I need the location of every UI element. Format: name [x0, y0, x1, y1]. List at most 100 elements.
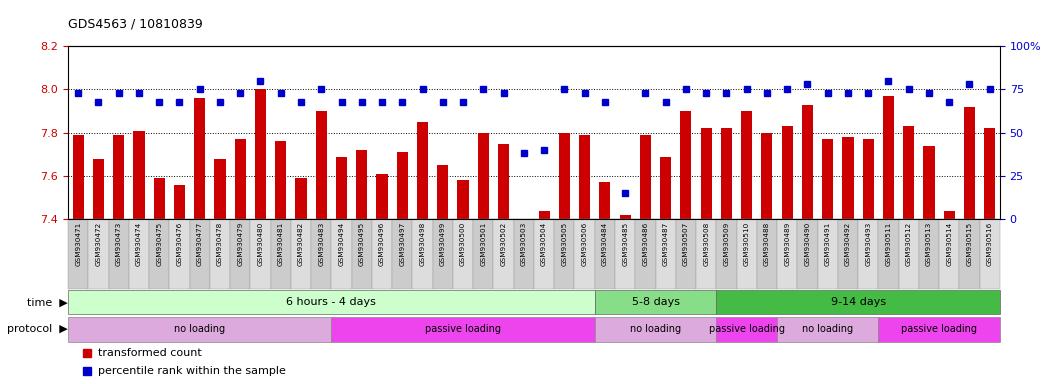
Bar — [113, 135, 125, 219]
Text: GSM930492: GSM930492 — [845, 222, 851, 266]
Text: GSM930510: GSM930510 — [743, 222, 750, 266]
Bar — [620, 215, 630, 219]
Text: passive loading: passive loading — [901, 324, 977, 334]
Bar — [919, 219, 939, 289]
Text: passive loading: passive loading — [709, 324, 784, 334]
Bar — [93, 159, 104, 219]
Bar — [190, 219, 209, 289]
Bar — [68, 317, 332, 342]
Bar — [230, 219, 250, 289]
Text: time  ▶: time ▶ — [27, 297, 68, 307]
Bar — [68, 290, 595, 314]
Bar — [818, 219, 838, 289]
Text: GSM930507: GSM930507 — [683, 222, 689, 266]
Text: GSM930491: GSM930491 — [825, 222, 830, 266]
Bar — [109, 219, 129, 289]
Text: GSM930504: GSM930504 — [541, 222, 548, 266]
Text: percentile rank within the sample: percentile rank within the sample — [97, 366, 286, 376]
Text: GSM930476: GSM930476 — [177, 222, 182, 266]
Text: GSM930513: GSM930513 — [926, 222, 932, 266]
Bar — [473, 219, 493, 289]
Bar — [438, 165, 448, 219]
Bar — [68, 219, 88, 289]
Text: GSM930512: GSM930512 — [906, 222, 912, 266]
Bar — [154, 178, 164, 219]
Text: GSM930498: GSM930498 — [420, 222, 425, 266]
Text: GSM930495: GSM930495 — [359, 222, 364, 266]
Bar — [655, 219, 675, 289]
Text: GSM930471: GSM930471 — [75, 222, 82, 266]
Text: GSM930487: GSM930487 — [663, 222, 669, 266]
Bar — [174, 185, 185, 219]
Bar — [615, 219, 636, 289]
Bar — [559, 133, 570, 219]
Bar — [777, 317, 878, 342]
Text: 9-14 days: 9-14 days — [830, 297, 886, 307]
Text: GSM930511: GSM930511 — [886, 222, 891, 266]
Bar — [878, 219, 898, 289]
Bar — [822, 139, 833, 219]
Text: GSM930515: GSM930515 — [966, 222, 973, 266]
Text: GSM930493: GSM930493 — [865, 222, 871, 266]
Bar — [194, 98, 205, 219]
Text: GSM930477: GSM930477 — [197, 222, 203, 266]
Bar — [413, 219, 432, 289]
Text: GSM930500: GSM930500 — [460, 222, 466, 266]
Bar — [696, 219, 716, 289]
Bar — [843, 137, 853, 219]
Text: GSM930516: GSM930516 — [986, 222, 993, 266]
Text: no loading: no loading — [802, 324, 853, 334]
Text: GSM930483: GSM930483 — [318, 222, 325, 266]
Text: GSM930480: GSM930480 — [258, 222, 264, 266]
Text: GSM930474: GSM930474 — [136, 222, 142, 266]
Text: GSM930484: GSM930484 — [602, 222, 608, 266]
Bar — [72, 135, 84, 219]
Text: GSM930479: GSM930479 — [238, 222, 243, 266]
Bar — [417, 122, 428, 219]
Bar — [477, 133, 489, 219]
Bar — [595, 317, 716, 342]
Text: GSM930506: GSM930506 — [582, 222, 587, 266]
Bar — [736, 219, 757, 289]
Bar — [716, 290, 1000, 314]
Text: GSM930478: GSM930478 — [217, 222, 223, 266]
Bar — [393, 219, 413, 289]
Bar — [599, 182, 610, 219]
Bar — [372, 219, 393, 289]
Bar — [720, 128, 732, 219]
Text: GSM930497: GSM930497 — [399, 222, 405, 266]
Text: no loading: no loading — [630, 324, 682, 334]
Bar — [636, 219, 655, 289]
Bar — [336, 157, 348, 219]
Text: GSM930482: GSM930482 — [298, 222, 304, 266]
Bar — [660, 157, 671, 219]
Bar — [534, 219, 554, 289]
Bar — [129, 219, 149, 289]
Text: GSM930486: GSM930486 — [643, 222, 648, 266]
Bar — [943, 211, 955, 219]
Bar — [514, 219, 534, 289]
Text: 6 hours - 4 days: 6 hours - 4 days — [287, 297, 376, 307]
Bar — [295, 178, 307, 219]
Bar — [904, 126, 914, 219]
Text: GSM930494: GSM930494 — [338, 222, 344, 266]
Bar — [761, 133, 773, 219]
Bar — [498, 144, 509, 219]
Text: passive loading: passive loading — [425, 324, 502, 334]
Text: GSM930505: GSM930505 — [561, 222, 567, 266]
Bar — [883, 96, 894, 219]
Text: GSM930508: GSM930508 — [704, 222, 709, 266]
Bar — [939, 219, 959, 289]
Bar — [579, 135, 591, 219]
Bar — [959, 219, 980, 289]
Bar — [538, 211, 550, 219]
Bar — [878, 317, 1000, 342]
Bar — [782, 126, 793, 219]
Text: GSM930499: GSM930499 — [440, 222, 446, 266]
Bar — [235, 139, 246, 219]
Text: GSM930501: GSM930501 — [481, 222, 486, 266]
Bar — [640, 135, 651, 219]
Bar — [254, 89, 266, 219]
Bar — [675, 219, 696, 289]
Text: GSM930488: GSM930488 — [764, 222, 770, 266]
